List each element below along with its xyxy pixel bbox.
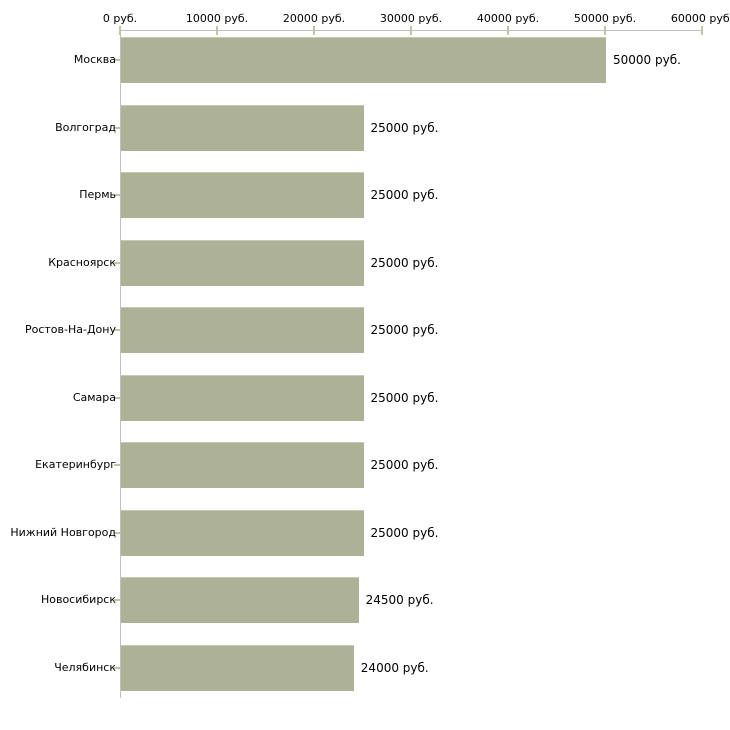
- y-axis-tick: [114, 666, 120, 669]
- value-label: 25000 руб.: [370, 188, 439, 202]
- category-label: Москва: [73, 53, 116, 66]
- category-label: Волгоград: [55, 120, 116, 134]
- y-axis-tick: [114, 464, 120, 466]
- y-axis-tick: [114, 599, 120, 601]
- y-axis-line: [120, 30, 121, 698]
- category-label: Челябинск: [54, 660, 116, 674]
- x-axis-tick: [507, 26, 509, 35]
- y-axis-tick: [114, 329, 120, 331]
- y-axis-tick: [114, 59, 120, 61]
- bar: [121, 442, 364, 488]
- x-axis-tick-label: 50000 руб.: [573, 12, 637, 25]
- value-label: 25000 руб.: [370, 120, 439, 135]
- value-label: 25000 руб.: [370, 525, 439, 540]
- bar: [121, 644, 354, 691]
- value-label: 25000 руб.: [370, 458, 439, 472]
- value-label: 24000 руб.: [360, 660, 429, 675]
- x-axis-tick-label: 20000 руб.: [282, 12, 346, 25]
- y-axis-tick: [114, 194, 120, 196]
- value-label: 25000 руб.: [370, 255, 439, 270]
- category-label: Новосибирск: [40, 593, 116, 606]
- bar: [121, 509, 364, 556]
- value-label: 25000 руб.: [370, 323, 439, 337]
- category-label: Самара: [72, 390, 116, 404]
- value-label: 50000 руб.: [613, 53, 681, 67]
- x-axis-tick: [313, 26, 315, 35]
- y-axis-tick: [114, 396, 120, 399]
- x-axis-tick-label: 40000 руб.: [476, 12, 540, 25]
- bar: [121, 307, 364, 353]
- x-axis-tick: [410, 26, 412, 35]
- category-label: Екатеринбург: [35, 458, 116, 471]
- x-axis-tick: [701, 26, 703, 35]
- x-axis-tick: [216, 26, 218, 35]
- bar: [121, 374, 364, 421]
- x-axis-tick: [119, 26, 121, 35]
- bar: [121, 37, 606, 83]
- bar: [121, 172, 364, 218]
- category-label: Красноярск: [48, 255, 116, 269]
- bar: [121, 104, 364, 151]
- y-axis-tick: [114, 126, 120, 129]
- y-axis-tick: [114, 261, 120, 264]
- x-axis-tick-label: 10000 руб.: [185, 12, 249, 25]
- category-label: Ростов-На-Дону: [24, 323, 116, 336]
- x-axis-tick-label: 60000 руб.: [670, 12, 730, 25]
- x-axis-tick-label: 30000 руб.: [379, 12, 443, 25]
- bar: [121, 239, 364, 286]
- x-axis-tick-label: 0 руб.: [102, 12, 138, 25]
- y-axis-tick: [114, 531, 120, 534]
- bar: [121, 577, 359, 623]
- value-label: 25000 руб.: [370, 390, 439, 405]
- category-label: Пермь: [79, 188, 116, 201]
- x-axis-tick: [604, 26, 606, 35]
- category-label: Нижний Новгород: [10, 525, 116, 539]
- value-label: 24500 руб.: [365, 593, 434, 607]
